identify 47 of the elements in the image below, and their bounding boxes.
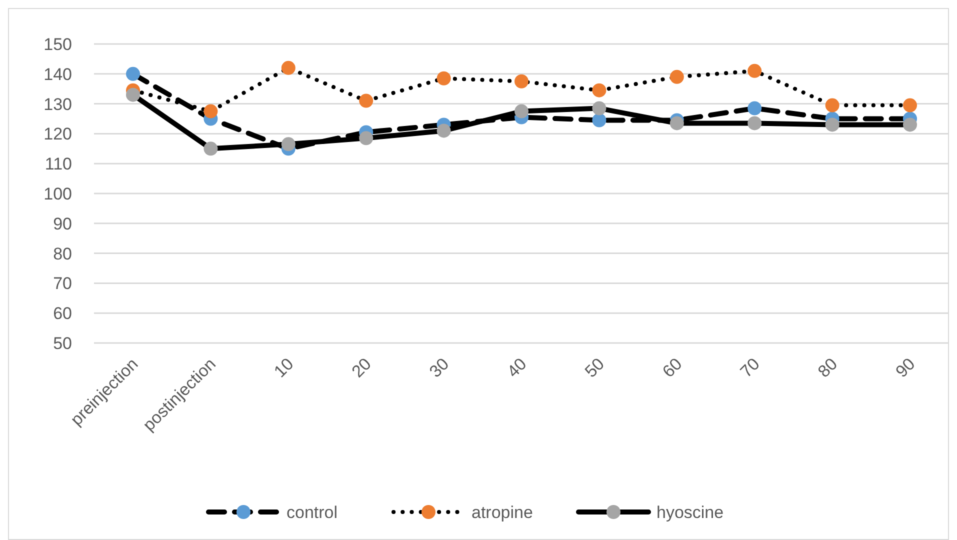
y-tick-label: 60	[53, 304, 72, 324]
point	[514, 104, 528, 118]
point	[126, 66, 140, 81]
y-tick-label: 100	[44, 184, 72, 204]
point	[204, 142, 218, 156]
y-tick-label: 120	[44, 124, 72, 144]
y-tick-label: 80	[53, 244, 72, 264]
y-tick-label: 90	[53, 214, 72, 234]
point	[514, 74, 528, 88]
point	[359, 94, 374, 108]
x-tick-label: 60	[658, 354, 686, 382]
point	[825, 98, 840, 112]
x-tick-label: 30	[426, 354, 453, 382]
point	[748, 116, 762, 130]
point	[281, 137, 296, 152]
y-tick-label: 110	[44, 154, 72, 174]
x-tick-label: 50	[581, 354, 608, 382]
legend-label: atropine	[472, 502, 533, 522]
point	[748, 64, 762, 78]
point	[436, 71, 451, 86]
legend-label: control	[286, 502, 338, 522]
legend-label: hyoscine	[656, 502, 724, 522]
point	[281, 60, 296, 75]
y-tick-label: 50	[53, 334, 72, 353]
y-tick-label: 70	[53, 274, 72, 294]
point	[592, 83, 606, 98]
x-tick-label: 70	[736, 354, 764, 382]
point	[359, 131, 374, 146]
x-tick-label: 20	[348, 354, 375, 382]
x-tick-label: 80	[814, 354, 842, 382]
point	[825, 118, 840, 132]
point	[592, 101, 606, 116]
point	[903, 98, 917, 112]
x-tick-label: 40	[504, 354, 530, 382]
x-tick-label: 90	[892, 354, 919, 382]
point	[670, 70, 684, 84]
y-tick-label: 140	[44, 64, 72, 84]
point	[748, 101, 762, 116]
point	[670, 116, 684, 130]
point	[903, 118, 917, 132]
x-tick-label: 10	[270, 354, 298, 382]
point	[204, 104, 218, 118]
point	[592, 113, 606, 128]
point	[126, 88, 140, 102]
y-tick-label: 130	[44, 94, 72, 114]
y-tick-label: 150	[44, 34, 72, 54]
point	[436, 124, 451, 138]
